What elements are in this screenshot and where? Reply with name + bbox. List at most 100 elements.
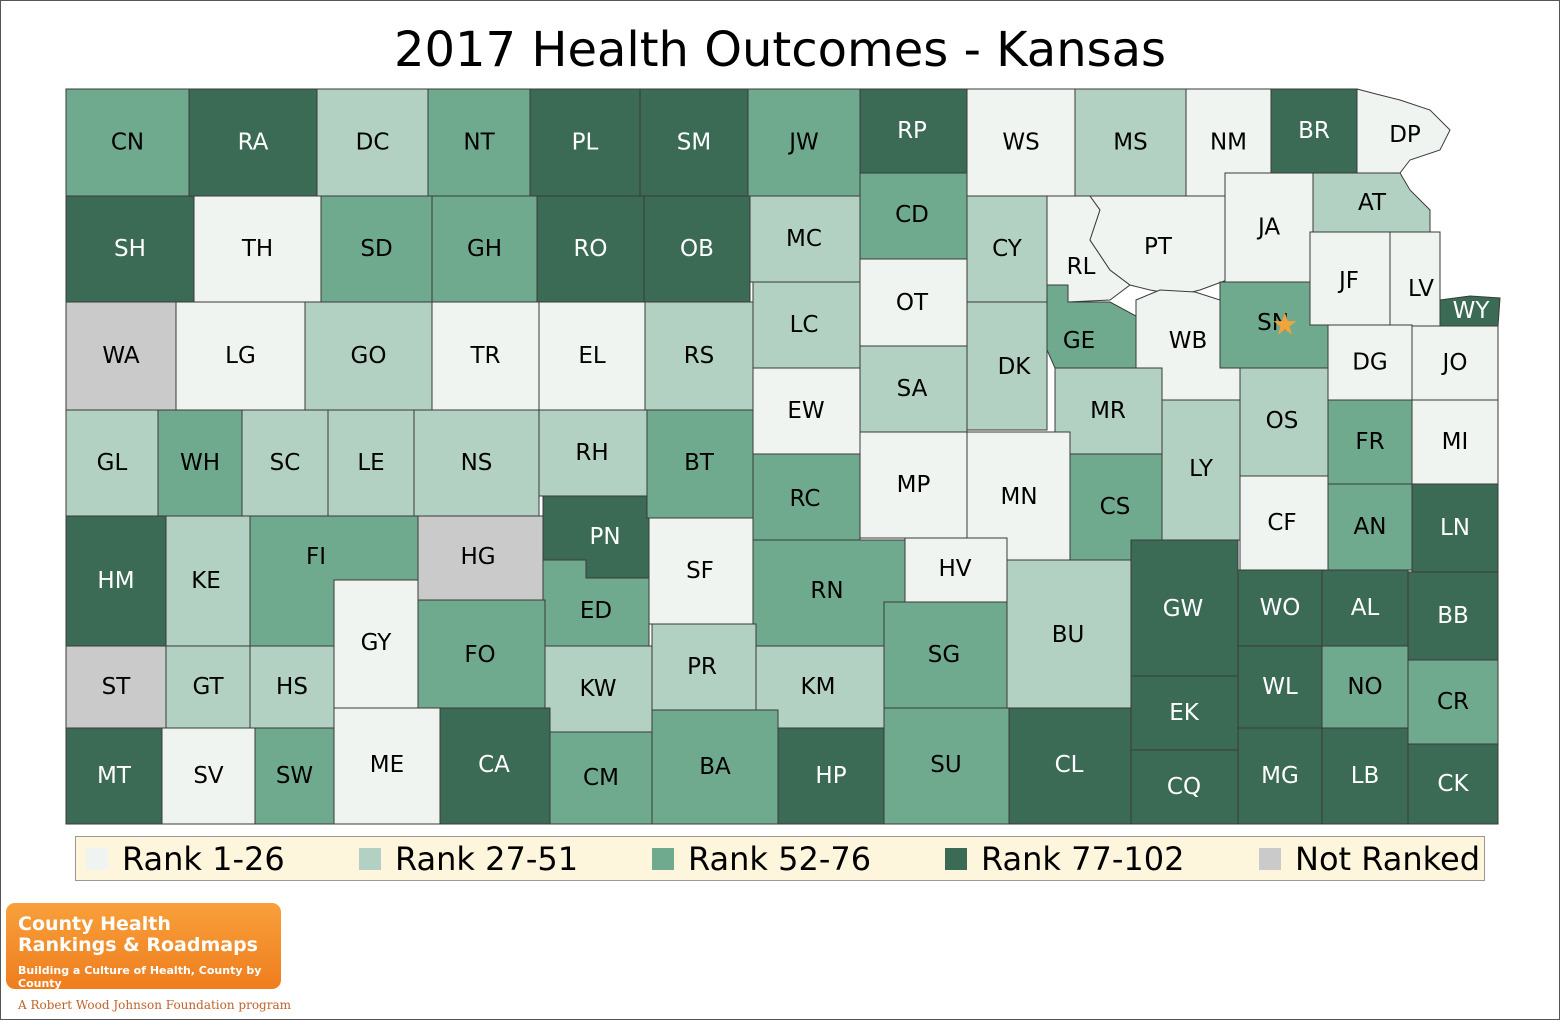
county-jo[interactable]	[1411, 325, 1499, 401]
county-ly[interactable]	[1161, 399, 1241, 541]
county-rc[interactable]	[752, 453, 861, 541]
county-label-an: AN	[1354, 514, 1387, 540]
county-sa[interactable]	[859, 345, 968, 433]
county-jf[interactable]	[1309, 231, 1391, 326]
county-ot[interactable]	[859, 258, 968, 347]
county-wo[interactable]	[1237, 569, 1323, 647]
county-mr[interactable]	[1054, 367, 1163, 455]
county-sh[interactable]	[65, 195, 195, 303]
county-cf[interactable]	[1239, 475, 1329, 571]
county-gl[interactable]	[65, 409, 159, 517]
county-cq[interactable]	[1130, 749, 1239, 825]
county-label-rh: RH	[575, 440, 608, 466]
county-rp[interactable]	[859, 88, 968, 174]
county-lc[interactable]	[752, 281, 861, 369]
county-mi[interactable]	[1411, 399, 1499, 485]
county-label-cs: CS	[1100, 494, 1131, 520]
county-ln[interactable]	[1411, 483, 1499, 573]
county-go[interactable]	[304, 301, 433, 411]
legend-swatch	[945, 847, 967, 870]
legend-item-rank-77-102: Rank 77-102	[945, 837, 1184, 880]
county-gt[interactable]	[165, 645, 251, 729]
county-label-pl: PL	[572, 130, 599, 156]
county-lv[interactable]	[1389, 231, 1441, 341]
county-sg[interactable]	[883, 601, 1008, 709]
county-ra[interactable]	[188, 88, 318, 197]
county-mp[interactable]	[859, 431, 968, 539]
county-label-wl: WL	[1262, 674, 1298, 700]
county-br[interactable]	[1270, 88, 1358, 174]
county-ja[interactable]	[1224, 172, 1314, 283]
chr-logo[interactable]: County Health Rankings & Roadmaps Buildi…	[6, 903, 281, 990]
county-label-sg: SG	[928, 642, 960, 668]
county-me[interactable]	[333, 707, 441, 825]
county-ba[interactable]	[651, 709, 779, 825]
county-label-wy: WY	[1453, 298, 1491, 324]
county-label-hp: HP	[815, 763, 846, 789]
county-label-th: TH	[241, 236, 273, 262]
county-ob[interactable]	[643, 195, 751, 303]
county-cd[interactable]	[859, 172, 968, 260]
legend-swatch	[359, 847, 381, 870]
county-hm[interactable]	[65, 515, 167, 647]
county-label-dp: DP	[1389, 122, 1421, 148]
county-sc[interactable]	[241, 409, 329, 517]
county-mt[interactable]	[65, 727, 163, 825]
county-label-br: BR	[1298, 118, 1330, 144]
county-label-ot: OT	[896, 290, 929, 316]
county-label-cq: CQ	[1167, 774, 1201, 800]
county-kw[interactable]	[544, 645, 653, 733]
county-label-cf: CF	[1267, 510, 1296, 536]
county-ck[interactable]	[1407, 743, 1499, 825]
county-label-km: KM	[801, 674, 836, 700]
county-hv[interactable]	[904, 537, 1008, 603]
county-dg[interactable]	[1327, 324, 1413, 401]
county-sv[interactable]	[161, 727, 256, 825]
county-label-nm: NM	[1210, 130, 1247, 156]
county-label-sm: SM	[677, 130, 711, 156]
county-ke[interactable]	[165, 515, 251, 647]
county-ws[interactable]	[966, 88, 1076, 197]
county-st[interactable]	[65, 645, 167, 729]
county-os[interactable]	[1239, 367, 1329, 477]
county-label-go: GO	[351, 343, 387, 369]
county-gw[interactable]	[1130, 539, 1239, 677]
county-sd[interactable]	[320, 195, 433, 303]
county-ca[interactable]	[439, 707, 551, 825]
legend: Rank 1-26 Rank 27-51 Rank 52-76 Rank 77-…	[75, 836, 1485, 881]
legend-item-not-ranked: Not Ranked	[1259, 837, 1480, 880]
county-wy[interactable]	[1439, 295, 1501, 327]
county-sw[interactable]	[254, 727, 335, 825]
county-cl[interactable]	[1008, 707, 1132, 825]
county-cr[interactable]	[1407, 659, 1499, 745]
county-ek[interactable]	[1130, 675, 1239, 751]
county-wl[interactable]	[1237, 645, 1323, 729]
county-no[interactable]	[1321, 645, 1409, 729]
county-hs[interactable]	[249, 645, 335, 729]
county-label-sv: SV	[193, 763, 224, 789]
county-label-ro: RO	[573, 236, 607, 262]
county-cm[interactable]	[549, 731, 653, 825]
county-label-tr: TR	[469, 343, 500, 369]
county-an[interactable]	[1327, 483, 1413, 571]
county-fr[interactable]	[1327, 399, 1413, 485]
county-sf[interactable]	[648, 517, 754, 625]
county-dc[interactable]	[316, 88, 429, 197]
county-el[interactable]	[538, 301, 646, 411]
county-wa[interactable]	[65, 301, 177, 411]
county-label-dc: DC	[356, 130, 390, 156]
county-bb[interactable]	[1407, 571, 1499, 661]
county-rs[interactable]	[644, 301, 754, 411]
county-cn[interactable]	[65, 88, 190, 197]
county-sm[interactable]	[639, 88, 749, 197]
county-bt[interactable]	[646, 409, 754, 519]
county-label-rl: RL	[1067, 254, 1096, 280]
county-label-fr: FR	[1355, 429, 1384, 455]
county-ns[interactable]	[413, 409, 540, 517]
county-jw[interactable]	[747, 88, 861, 197]
county-hp[interactable]	[777, 727, 885, 825]
county-label-hg: HG	[460, 544, 495, 570]
county-lb[interactable]	[1321, 727, 1409, 825]
county-wh[interactable]	[157, 409, 243, 517]
